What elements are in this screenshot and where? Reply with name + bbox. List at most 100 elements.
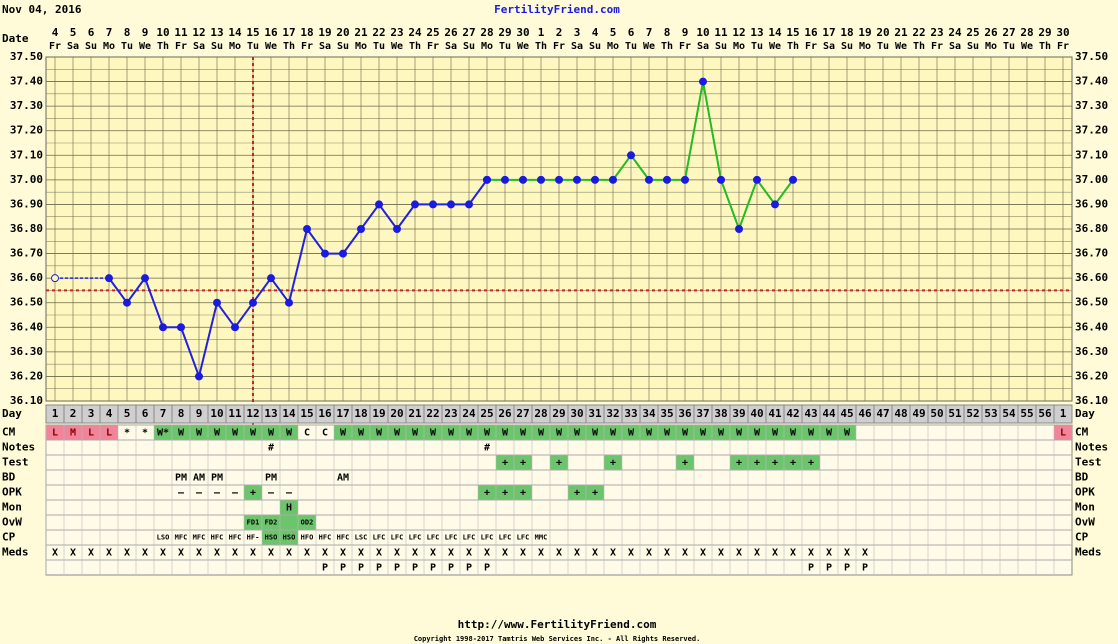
weekday-label: Su xyxy=(715,41,727,52)
y-tick-label: 36.10 xyxy=(1075,394,1108,407)
temperature-point xyxy=(555,175,563,184)
weekday-label: We xyxy=(391,41,403,52)
day-label: 27 xyxy=(516,407,529,420)
cell-text: X xyxy=(592,548,598,559)
cell-green xyxy=(712,425,730,440)
y-tick-label: 36.30 xyxy=(1075,345,1108,358)
row-label: Meds xyxy=(2,546,29,559)
cell-green xyxy=(244,485,262,500)
cell-text: X xyxy=(214,548,220,559)
row-label: Mon xyxy=(1075,501,1095,514)
cell-text: X xyxy=(340,548,346,559)
day-label: 14 xyxy=(282,407,296,420)
cell-text: W xyxy=(466,428,473,439)
cell-green xyxy=(676,455,694,470)
day-label: 10 xyxy=(210,407,223,420)
temperature-point xyxy=(465,200,473,209)
cell-text: X xyxy=(196,548,202,559)
cell-text: + xyxy=(574,488,580,499)
temperature-point xyxy=(573,175,581,184)
date-label: 29 xyxy=(498,26,511,39)
date-label: 5 xyxy=(70,26,77,39)
cell-green xyxy=(280,500,298,515)
temperature-point xyxy=(591,175,599,184)
weekday-label: Sa xyxy=(67,41,79,52)
cell-text: X xyxy=(466,548,472,559)
weekday-label: We xyxy=(643,41,655,52)
temperature-point xyxy=(195,372,203,381)
cell-green xyxy=(262,530,280,545)
date-label: 4 xyxy=(52,26,59,39)
temperature-point xyxy=(717,175,725,184)
chart-title: FertilityFriend.com xyxy=(494,3,620,16)
day-label: 49 xyxy=(912,407,925,420)
cell-green xyxy=(496,455,514,470)
cell-green xyxy=(496,485,514,500)
y-tick-label: 36.60 xyxy=(1075,271,1108,284)
row-label: OvW xyxy=(2,516,22,529)
weekday-label: Fr xyxy=(805,41,817,52)
cell-text: W xyxy=(214,428,221,439)
weekday-label: Mo xyxy=(355,41,367,52)
cell-green xyxy=(658,425,676,440)
cell-text: W xyxy=(340,428,347,439)
date-label: 26 xyxy=(984,26,998,39)
day-label: 6 xyxy=(142,407,149,420)
weekday-label: Th xyxy=(157,41,169,52)
day-label: 8 xyxy=(178,407,185,420)
cell-text: LFC xyxy=(517,534,530,542)
cell-green xyxy=(388,425,406,440)
cell-text: W xyxy=(232,428,239,439)
cell-text: # xyxy=(484,443,490,454)
weekday-label: Mo xyxy=(985,41,997,52)
cell-text: + xyxy=(484,488,490,499)
temperature-point xyxy=(321,249,329,258)
cell-pink xyxy=(1054,425,1072,440)
cell-text: X xyxy=(394,548,400,559)
date-label: 7 xyxy=(106,26,113,39)
y-tick-label: 36.90 xyxy=(1075,197,1108,210)
date-label: 9 xyxy=(682,26,689,39)
day-label: 20 xyxy=(390,407,403,420)
temperature-point xyxy=(789,175,797,184)
cell-text: – xyxy=(214,488,221,499)
cell-green xyxy=(550,455,568,470)
y-tick-label: 36.40 xyxy=(1075,320,1108,333)
cell-green xyxy=(334,425,352,440)
weekday-label: Mo xyxy=(481,41,493,52)
cell-text: P xyxy=(340,563,346,574)
cell-green xyxy=(460,425,478,440)
weekday-label: Th xyxy=(913,41,925,52)
date-label: 18 xyxy=(300,26,313,39)
cell-green xyxy=(280,425,298,440)
day-label: 55 xyxy=(1020,407,1033,420)
cell-text: + xyxy=(754,458,760,469)
cell-text: + xyxy=(772,458,778,469)
row-label: CP xyxy=(2,531,16,544)
day-label: 2 xyxy=(70,407,77,420)
cell-green xyxy=(784,455,802,470)
day-label: 22 xyxy=(426,407,439,420)
cell-text: C xyxy=(304,428,310,439)
day-label: 28 xyxy=(534,407,547,420)
cell-text: – xyxy=(232,488,239,499)
temperature-point xyxy=(735,225,743,233)
date-label: 14 xyxy=(228,26,242,39)
cell-text: LFC xyxy=(409,534,422,542)
y-tick-label: 37.40 xyxy=(1075,75,1108,88)
day-axis-label: Day xyxy=(1075,407,1095,420)
day-label: 35 xyxy=(660,407,673,420)
cell-text: X xyxy=(520,548,526,559)
date-label: 22 xyxy=(372,26,385,39)
temperature-point xyxy=(105,274,113,283)
weekday-label: Sa xyxy=(445,41,457,52)
weekday-label: Fr xyxy=(931,41,943,52)
cell-text: X xyxy=(826,548,832,559)
cell-text: HFC xyxy=(337,534,350,542)
cell-text: X xyxy=(646,548,652,559)
day-label: 46 xyxy=(858,407,872,420)
cell-text: + xyxy=(610,458,616,469)
footer-url: http://www.FertilityFriend.com xyxy=(458,618,657,631)
cell-green xyxy=(748,455,766,470)
weekday-label: Fr xyxy=(301,41,313,52)
